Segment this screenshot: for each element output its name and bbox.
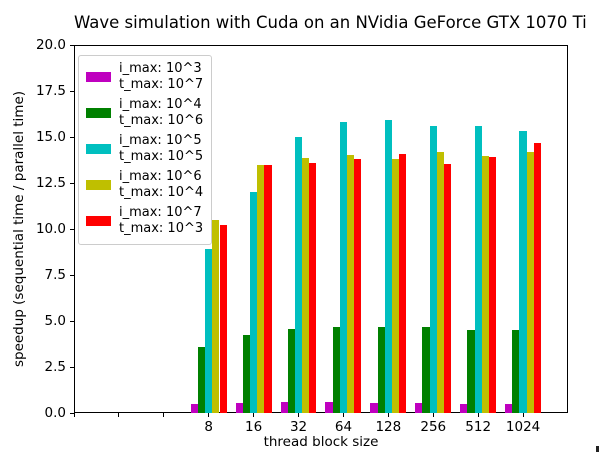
y-tick-mark (70, 182, 74, 184)
y-tick-mark (70, 320, 74, 322)
y-tick-label: 7.5 (44, 267, 66, 283)
x-tick-mark (298, 413, 300, 417)
x-tick-label: 1024 (505, 419, 541, 435)
bar (309, 162, 317, 413)
y-tick-label: 10.0 (35, 221, 66, 237)
y-tick-mark (70, 412, 74, 414)
y-tick-mark (70, 274, 74, 276)
bar (467, 330, 475, 413)
y-tick-label: 12.5 (35, 175, 66, 191)
y-tick-label: 15.0 (35, 129, 66, 145)
bar (460, 403, 468, 413)
bar (294, 137, 303, 413)
x-tick-label: 8 (204, 419, 214, 435)
legend-label: i_max: 10^7 t_max: 10^3 (119, 205, 204, 236)
bar (533, 142, 542, 413)
legend-entry: i_max: 10^7 t_max: 10^3 (86, 205, 203, 237)
legend-entry: i_max: 10^3 t_max: 10^7 (86, 61, 203, 93)
x-tick-label: 64 (334, 419, 353, 435)
bar (219, 225, 227, 413)
bar (325, 401, 333, 413)
legend-label: i_max: 10^6 t_max: 10^4 (119, 169, 204, 200)
chart-title: Wave simulation with Cuda on an NVidia G… (74, 13, 587, 32)
bar (190, 403, 198, 413)
y-tick-label: 5.0 (44, 313, 66, 329)
x-axis-label: thread block size (263, 434, 379, 450)
legend-label: i_max: 10^4 t_max: 10^6 (119, 97, 204, 128)
y-tick-mark (70, 366, 74, 368)
x-tick-label: 16 (245, 419, 263, 435)
bar (488, 157, 497, 413)
bar (264, 164, 272, 413)
bar (481, 156, 489, 413)
x-tick-mark (73, 413, 75, 417)
bar (250, 192, 258, 413)
bar (519, 130, 527, 413)
legend-entry: i_max: 10^6 t_max: 10^4 (86, 169, 203, 201)
y-tick-label: 0.0 (44, 405, 66, 421)
bar (505, 403, 513, 413)
bar (354, 159, 362, 413)
x-tick-label: 256 (420, 419, 447, 435)
corner-artifact (596, 446, 599, 452)
y-tick-label: 17.5 (35, 83, 66, 99)
legend-label: i_max: 10^3 t_max: 10^7 (119, 61, 204, 92)
bar (384, 119, 392, 413)
bar (332, 326, 340, 413)
x-tick-mark (522, 413, 524, 417)
y-tick-mark (70, 44, 74, 46)
legend-swatch (86, 180, 111, 190)
x-tick-mark (118, 413, 120, 417)
x-tick-mark (253, 413, 255, 417)
x-tick-mark (477, 413, 479, 417)
y-tick-label: 20.0 (35, 37, 66, 53)
x-tick-label: 32 (289, 419, 308, 435)
bar (377, 326, 385, 413)
legend-swatch (86, 216, 111, 226)
legend-swatch (86, 108, 111, 118)
bar (257, 164, 265, 413)
bar (339, 122, 348, 413)
legend-swatch (86, 144, 111, 154)
y-tick-mark (70, 136, 74, 138)
bar (436, 151, 445, 413)
y-tick-label: 2.5 (44, 359, 66, 375)
bar (391, 159, 400, 413)
bar (287, 329, 295, 413)
bar (526, 151, 534, 413)
bar (205, 249, 213, 413)
bar (347, 155, 355, 413)
bar (429, 125, 437, 413)
y-tick-mark (70, 228, 74, 230)
x-tick-label: 128 (375, 419, 402, 435)
bar (212, 219, 220, 413)
bar (197, 346, 206, 413)
legend-label: i_max: 10^5 t_max: 10^5 (119, 133, 204, 164)
bar (474, 125, 482, 413)
bar (415, 402, 423, 413)
bar (242, 334, 251, 413)
legend-entry: i_max: 10^5 t_max: 10^5 (86, 133, 203, 165)
bar (399, 154, 407, 413)
legend-swatch (86, 72, 111, 82)
bar (444, 163, 452, 413)
bar (512, 330, 520, 413)
bar (280, 401, 288, 413)
x-tick-mark (208, 413, 210, 417)
legend: i_max: 10^3 t_max: 10^7 i_max: 10^4 t_max… (78, 55, 213, 245)
x-tick-mark (163, 413, 165, 417)
x-tick-mark (342, 413, 344, 417)
x-tick-mark (387, 413, 389, 417)
x-tick-mark (432, 413, 434, 417)
y-tick-mark (70, 90, 74, 92)
bar (422, 327, 430, 413)
bar (235, 402, 243, 413)
x-tick-label: 512 (465, 419, 492, 435)
bar (302, 158, 310, 413)
bar (370, 402, 378, 413)
legend-entry: i_max: 10^4 t_max: 10^6 (86, 97, 203, 129)
